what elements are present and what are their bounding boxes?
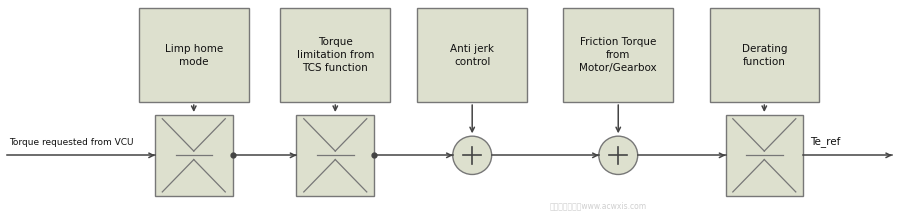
FancyBboxPatch shape — [155, 115, 233, 196]
Text: Torque requested from VCU: Torque requested from VCU — [9, 138, 134, 147]
FancyBboxPatch shape — [139, 8, 249, 102]
Ellipse shape — [453, 136, 492, 174]
FancyBboxPatch shape — [281, 8, 390, 102]
FancyBboxPatch shape — [563, 8, 673, 102]
Text: Derating
function: Derating function — [742, 44, 787, 67]
Text: Anti jerk
control: Anti jerk control — [450, 44, 494, 67]
Text: Friction Torque
from
Motor/Gearbox: Friction Torque from Motor/Gearbox — [580, 37, 657, 74]
Text: Torque
limitation from
TCS function: Torque limitation from TCS function — [296, 37, 374, 74]
FancyBboxPatch shape — [710, 8, 819, 102]
FancyBboxPatch shape — [725, 115, 803, 196]
Text: Limp home
mode: Limp home mode — [165, 44, 223, 67]
Text: Te_ref: Te_ref — [811, 136, 841, 147]
Ellipse shape — [599, 136, 637, 174]
FancyBboxPatch shape — [296, 115, 374, 196]
Text: 汽车维修技术网www.acwxis.com: 汽车维修技术网www.acwxis.com — [550, 202, 646, 211]
FancyBboxPatch shape — [417, 8, 527, 102]
